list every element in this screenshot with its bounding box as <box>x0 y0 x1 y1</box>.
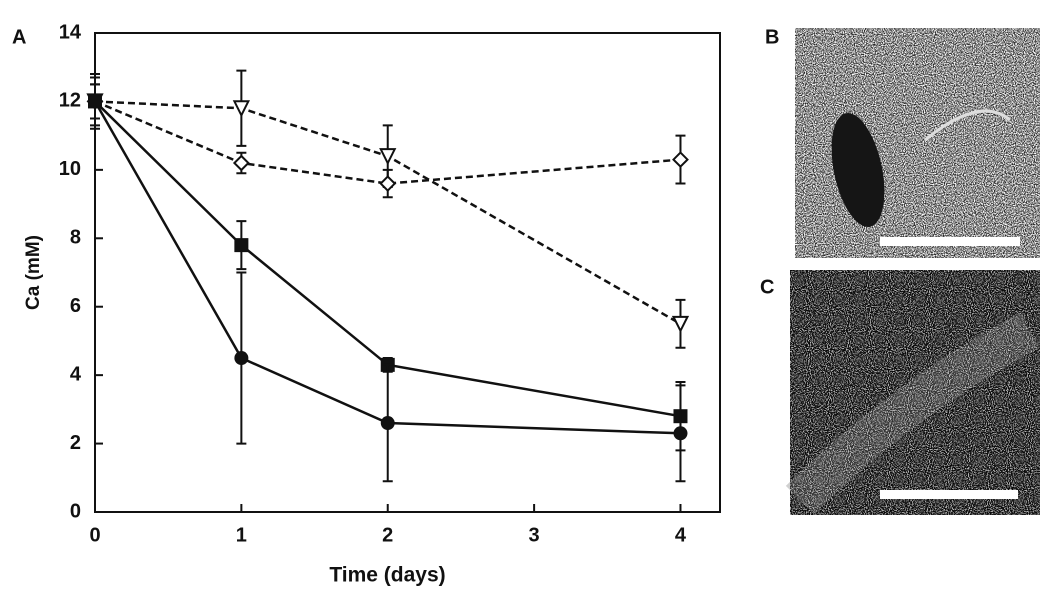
y-tick-label: 4 <box>70 363 82 385</box>
marker <box>234 351 249 366</box>
series-line <box>94 100 681 185</box>
x-tick-label: 4 <box>675 524 687 546</box>
y-tick-label: 14 <box>59 21 82 43</box>
marker <box>379 148 397 166</box>
plot-frame <box>94 32 721 513</box>
series-line <box>93 100 681 435</box>
x-tick-label: 1 <box>236 524 247 546</box>
marker <box>673 426 688 441</box>
marker <box>380 416 395 431</box>
marker <box>234 238 249 253</box>
y-tick-label: 8 <box>70 227 81 249</box>
micrograph-c <box>785 270 1040 515</box>
series-line <box>94 100 682 325</box>
x-tick-label: 3 <box>529 524 540 546</box>
marker <box>232 154 250 172</box>
y-tick-label: 6 <box>70 295 81 317</box>
x-tick-label: 0 <box>89 524 100 546</box>
series-line <box>94 100 681 418</box>
x-tick-label: 2 <box>382 524 393 546</box>
marker <box>232 100 250 118</box>
marker <box>671 315 690 334</box>
y-tick-label: 12 <box>59 90 81 112</box>
panel-label: B <box>765 26 779 48</box>
marker <box>88 94 102 109</box>
marker <box>379 175 397 192</box>
y-tick-label: 0 <box>70 500 81 522</box>
x-axis-label: Time (days) <box>329 564 445 587</box>
panel-label: A <box>12 26 26 48</box>
panel-label: C <box>760 276 774 298</box>
marker <box>672 151 689 169</box>
y-tick-label: 2 <box>70 432 81 454</box>
y-axis-label: Ca (mM) <box>23 235 44 310</box>
micrograph-b <box>795 28 1040 258</box>
y-tick-label: 10 <box>59 158 81 180</box>
